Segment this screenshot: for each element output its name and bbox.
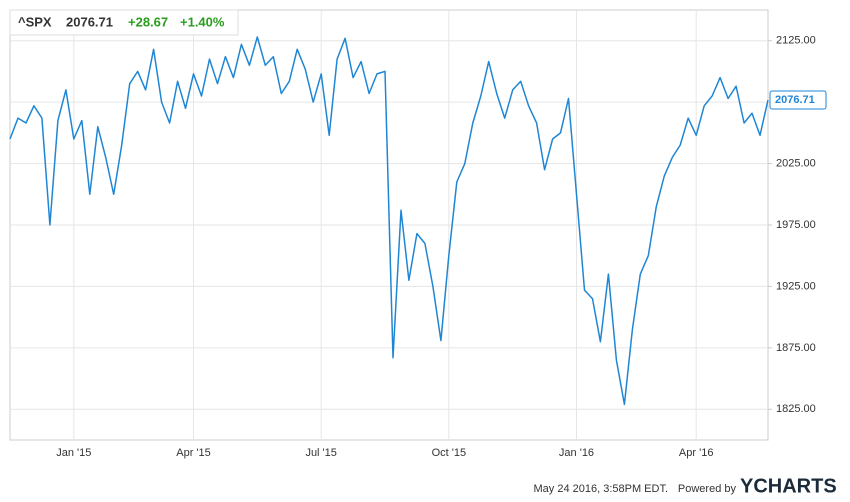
last-value-box [769, 90, 827, 110]
x-tick-label: Jan '15 [56, 447, 91, 459]
change: +28.67 [128, 14, 168, 29]
marks [9, 36, 769, 406]
price: 2076.71 [66, 14, 113, 29]
grid [10, 10, 768, 440]
timestamp: May 24 2016, 3:58PM EDT. [533, 483, 668, 495]
quote-box [9, 9, 239, 36]
y-tick-label: 2125.00 [776, 35, 816, 47]
price-line [9, 36, 769, 406]
y-tick-label: 2025.00 [776, 157, 816, 169]
logo: YCHARTS [740, 475, 837, 497]
change-pct: +1.40% [180, 14, 225, 29]
x-tick-label: Apr '15 [176, 447, 211, 459]
symbol: ^SPX [18, 14, 52, 29]
x-tick-label: Oct '15 [432, 447, 467, 459]
powered-by: Powered by [678, 483, 737, 495]
x-tick-label: Jul '15 [305, 447, 336, 459]
y-tick-label: 1825.00 [776, 403, 816, 415]
y-tick-label: 1975.00 [776, 219, 816, 231]
x-tick-label: Jan '16 [559, 447, 594, 459]
y-tick-label: 1875.00 [776, 342, 816, 354]
y-tick-label: 1925.00 [776, 280, 816, 292]
last-value-label: 2076.71 [775, 94, 815, 106]
x-tick-label: Apr '16 [679, 447, 714, 459]
